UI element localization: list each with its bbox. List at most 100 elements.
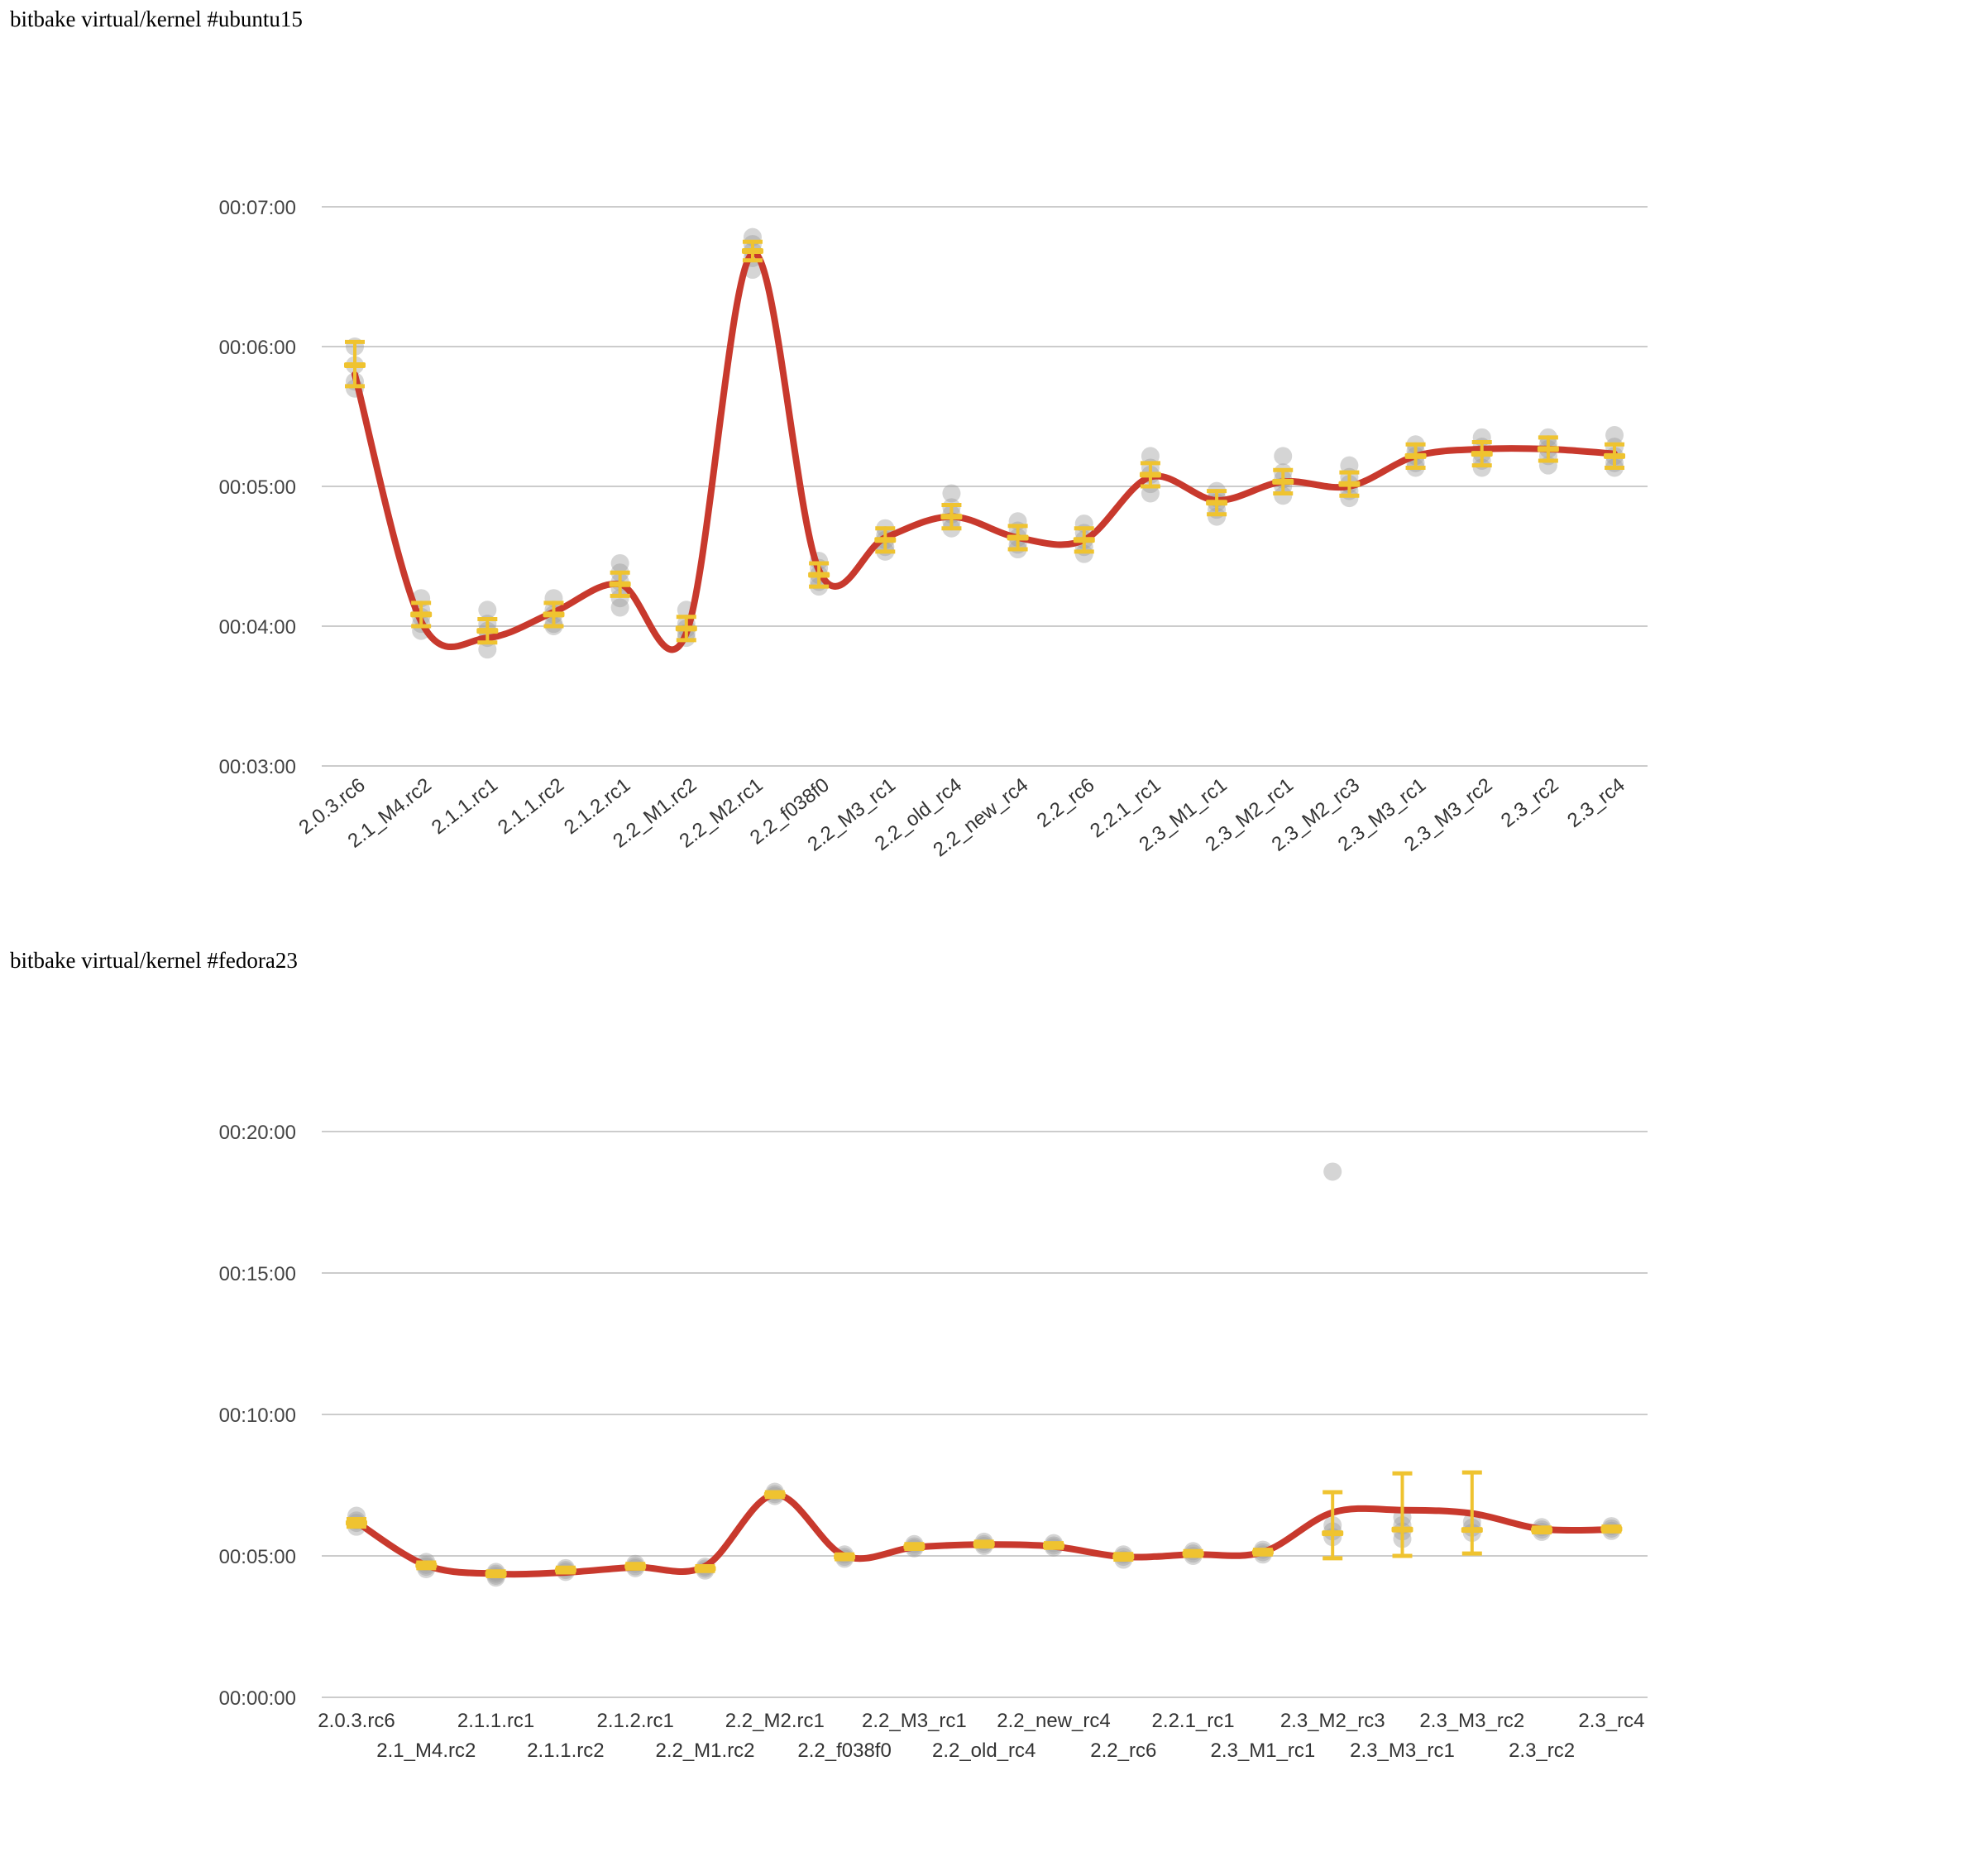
error-bar <box>624 1562 647 1571</box>
mean-marker <box>624 1563 647 1570</box>
mean-marker <box>543 611 565 618</box>
y-axis-tick-label: 00:06:00 <box>219 337 296 359</box>
x-axis-category-label: 2.2_M2.rc1 <box>725 1710 825 1732</box>
mean-marker <box>1182 1550 1204 1557</box>
mean-marker <box>485 1571 507 1577</box>
sample-dot <box>1208 507 1227 526</box>
x-axis-category-label: 2.3_rc2 <box>1509 1740 1575 1762</box>
y-axis-tick-label: 00:04:00 <box>219 616 296 639</box>
error-bar <box>476 617 499 645</box>
mean-marker <box>940 514 963 520</box>
mean-marker <box>1073 537 1095 543</box>
error-bar <box>1073 526 1095 554</box>
y-axis-tick-label: 00:05:00 <box>219 476 296 499</box>
mean-marker <box>476 628 499 634</box>
sample-dot <box>1074 544 1093 563</box>
error-bar <box>344 339 366 389</box>
mean-marker <box>1604 452 1626 459</box>
sample-dot <box>1323 1162 1342 1181</box>
error-bar <box>973 1539 995 1549</box>
error-bar <box>834 1552 856 1562</box>
mean-marker <box>1272 478 1294 485</box>
error-bar <box>1600 1524 1623 1534</box>
y-axis-tick-label: 00:20:00 <box>219 1122 296 1144</box>
error-bar <box>1206 489 1228 517</box>
error-bar <box>1604 442 1626 470</box>
sample-dot <box>1274 486 1293 505</box>
x-axis-category-label: 2.1.1.rc1 <box>457 1710 534 1732</box>
sample-dot <box>1141 484 1160 503</box>
x-axis-category-label: 2.3_M3_rc2 <box>1419 1710 1524 1732</box>
error-bar <box>1112 1552 1135 1563</box>
mean-marker <box>1206 500 1228 506</box>
sample-dots <box>346 227 1624 659</box>
mean-marker <box>741 248 763 255</box>
x-axis-category-label: 2.1.1.rc2 <box>527 1740 604 1762</box>
error-bar <box>1338 470 1361 498</box>
mean-marker <box>675 625 697 632</box>
mean-marker <box>609 581 631 587</box>
y-axis-tick-label: 00:03:00 <box>219 756 296 778</box>
error-bar <box>554 1565 576 1575</box>
error-bar <box>1043 1541 1064 1550</box>
mean-marker <box>415 1562 438 1568</box>
y-axis-tick-label: 00:05:00 <box>219 1546 296 1568</box>
x-axis-category-label: 2.3_M3_rc1 <box>1350 1740 1455 1762</box>
x-axis-category-label: 2.1_M4.rc2 <box>376 1740 476 1762</box>
mean-marker <box>1531 1527 1553 1534</box>
error-bar <box>609 570 631 598</box>
error-bar <box>1182 1548 1204 1558</box>
mean-marker <box>1251 1548 1274 1555</box>
x-axis-category-label: 2.3_rc2 <box>1497 773 1563 832</box>
error-bar <box>808 561 830 589</box>
x-axis-category-label: 2.2_M1.rc2 <box>655 1740 754 1762</box>
error-bar <box>874 526 897 554</box>
chart-fedora23: 00:20:00 00:15:00 00:10:00 00:05:00 00:00:00… <box>219 1122 1648 1762</box>
mean-marker <box>410 611 433 618</box>
mean-marker <box>1007 534 1029 541</box>
error-bar <box>1391 1471 1413 1558</box>
error-bar <box>1537 435 1559 463</box>
error-bar <box>1471 439 1493 468</box>
x-axis-category-label: 2.1.1.rc2 <box>494 773 568 839</box>
sample-dot <box>1274 447 1293 466</box>
x-axis-category-label: 2.2_f038f0 <box>797 1740 891 1762</box>
x-axis-category-label: 2.3_rc4 <box>1578 1710 1644 1732</box>
error-bar <box>1007 524 1029 552</box>
mean-marker <box>1461 1527 1483 1534</box>
x-axis-category-label: 2.2_old_rc4 <box>932 1740 1036 1762</box>
mean-marker <box>1600 1526 1623 1533</box>
mean-marker <box>903 1543 926 1550</box>
sample-dot <box>1141 447 1160 466</box>
error-bar <box>694 1564 716 1573</box>
sample-dot <box>478 601 497 620</box>
error-bar <box>485 1569 507 1579</box>
sample-dot <box>942 484 961 503</box>
error-bar <box>1322 1490 1344 1561</box>
error-bar <box>415 1560 438 1571</box>
error-bar <box>763 1490 786 1500</box>
mean-marker <box>1404 452 1427 459</box>
x-axis-category-label: 2.2_rc6 <box>1090 1740 1156 1762</box>
chart-title-fedora23: bitbake virtual/kernel #fedora23 <box>10 948 298 973</box>
mean-marker <box>808 572 830 578</box>
mean-marker <box>1391 1526 1413 1533</box>
x-axis-category-label: 2.2.1_rc1 <box>1152 1710 1235 1732</box>
trend-line <box>352 250 1618 653</box>
sample-dot <box>610 589 629 608</box>
x-axis-category-label: 2.0.3.rc6 <box>318 1710 395 1732</box>
error-bar <box>1272 467 1294 495</box>
mean-marker <box>1537 446 1559 452</box>
x-axis-category-label: 2.3_M1_rc1 <box>1211 1740 1316 1762</box>
mean-marker <box>973 1541 995 1548</box>
x-axis-category-label: 2.2_new_rc4 <box>997 1710 1110 1732</box>
mean-marker <box>694 1565 716 1572</box>
x-axis-category-label: 2.3_M2_rc3 <box>1280 1710 1385 1732</box>
chart-title-ubuntu15: bitbake virtual/kernel #ubuntu15 <box>10 7 303 31</box>
error-bar <box>1531 1525 1553 1534</box>
mean-marker <box>554 1567 576 1573</box>
sample-dot <box>1605 426 1624 445</box>
mean-marker <box>1322 1530 1344 1537</box>
